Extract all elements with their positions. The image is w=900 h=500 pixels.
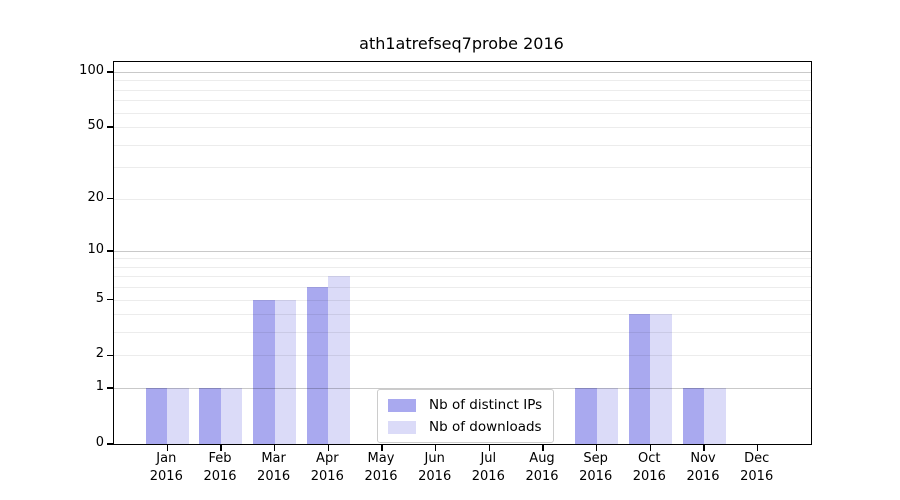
legend-swatch-downloads xyxy=(388,420,416,434)
x-tick-sep xyxy=(595,445,598,451)
x-tick-jul xyxy=(488,445,491,451)
x-tick-jun xyxy=(434,445,437,451)
x-tick-may xyxy=(381,445,383,451)
y-tick-label-100: 100 xyxy=(79,63,104,78)
gridline-90 xyxy=(114,80,811,82)
bar-mar-ips xyxy=(253,299,275,444)
y-tick-20 xyxy=(107,197,113,200)
gridline-70 xyxy=(114,100,811,102)
legend: Nb of distinct IPs Nb of downloads xyxy=(377,389,555,443)
gridline-8 xyxy=(114,266,811,268)
x-tick-label-oct: Oct 2016 xyxy=(632,451,666,484)
y-tick-label-20: 20 xyxy=(87,189,104,205)
legend-swatch-distinct-ips xyxy=(388,398,416,412)
y-tick-10 xyxy=(107,250,113,252)
bar-apr-downloads xyxy=(328,276,350,444)
x-tick-aug xyxy=(542,445,544,451)
y-tick-label-5: 5 xyxy=(95,290,104,306)
x-tick-label-jun: Jun 2016 xyxy=(418,451,452,484)
y-tick-5 xyxy=(107,298,113,301)
y-tick-label-0: 0 xyxy=(95,435,104,450)
y-tick-label-10: 10 xyxy=(87,241,104,257)
bar-jan-ips xyxy=(145,388,168,444)
bar-nov-ips xyxy=(682,388,704,444)
chart-title: ath1atrefseq7probe 2016 xyxy=(359,34,564,53)
bar-nov-downloads xyxy=(704,388,726,444)
gridline-80 xyxy=(114,89,811,91)
gridline-60 xyxy=(114,112,811,114)
x-tick-oct xyxy=(649,445,652,451)
x-tick-label-jul: Jul 2016 xyxy=(471,451,505,484)
gridline-5 xyxy=(114,299,811,301)
plot-area xyxy=(107,61,812,451)
gridline-7 xyxy=(114,276,811,278)
x-tick-label-may: May 2016 xyxy=(364,451,398,484)
x-tick-feb xyxy=(220,445,222,451)
y-tick-50 xyxy=(107,126,113,128)
bar-jan-downloads xyxy=(167,388,189,444)
x-tick-label-apr: Apr 2016 xyxy=(310,451,344,484)
gridline-2 xyxy=(114,355,811,357)
gridline-40 xyxy=(114,144,811,146)
gridline-4 xyxy=(114,314,811,316)
gridline-50 xyxy=(114,127,811,129)
bar-oct-ips xyxy=(628,314,651,444)
gridline-9 xyxy=(114,258,811,260)
x-tick-label-mar: Mar 2016 xyxy=(257,451,291,484)
y-tick-label-1: 1 xyxy=(95,379,104,395)
gridline-10 xyxy=(114,250,811,252)
y-tick-label-50: 50 xyxy=(87,118,104,134)
bar-sep-ips xyxy=(575,388,597,444)
legend-label-downloads: Nb of downloads xyxy=(429,419,542,435)
x-tick-label-aug: Aug 2016 xyxy=(525,451,559,484)
gridline-20 xyxy=(114,198,811,200)
gridline-100 xyxy=(114,72,811,73)
y-tick-2 xyxy=(107,354,113,357)
bar-sep-downloads xyxy=(596,388,619,444)
bar-feb-ips xyxy=(199,388,221,444)
bar-feb-downloads xyxy=(220,388,243,444)
gridline-30 xyxy=(114,167,811,169)
bar-mar-downloads xyxy=(274,299,297,444)
y-tick-label-2: 2 xyxy=(95,346,104,362)
gridline-3 xyxy=(114,332,811,334)
bar-apr-ips xyxy=(306,287,329,444)
legend-label-distinct-ips: Nb of distinct IPs xyxy=(429,397,543,413)
x-tick-mar xyxy=(273,445,276,451)
x-tick-label-feb: Feb 2016 xyxy=(203,451,237,484)
x-tick-label-nov: Nov 2016 xyxy=(686,451,720,484)
y-tick-0 xyxy=(107,443,113,445)
gridline-6 xyxy=(114,287,811,289)
bar-oct-downloads xyxy=(650,314,672,444)
x-tick-label-jan: Jan 2016 xyxy=(149,451,183,484)
gridline-1 xyxy=(114,388,811,390)
legend-item-downloads: Nb of downloads xyxy=(388,419,542,435)
x-tick-jan xyxy=(166,445,168,451)
x-tick-nov xyxy=(703,445,705,451)
x-tick-dec xyxy=(756,445,759,451)
y-tick-100 xyxy=(107,71,113,73)
x-tick-apr xyxy=(327,445,330,451)
y-tick-1 xyxy=(107,387,113,389)
legend-item-distinct-ips: Nb of distinct IPs xyxy=(388,397,542,413)
x-tick-label-dec: Dec 2016 xyxy=(740,451,774,484)
x-tick-label-sep: Sep 2016 xyxy=(579,451,613,484)
